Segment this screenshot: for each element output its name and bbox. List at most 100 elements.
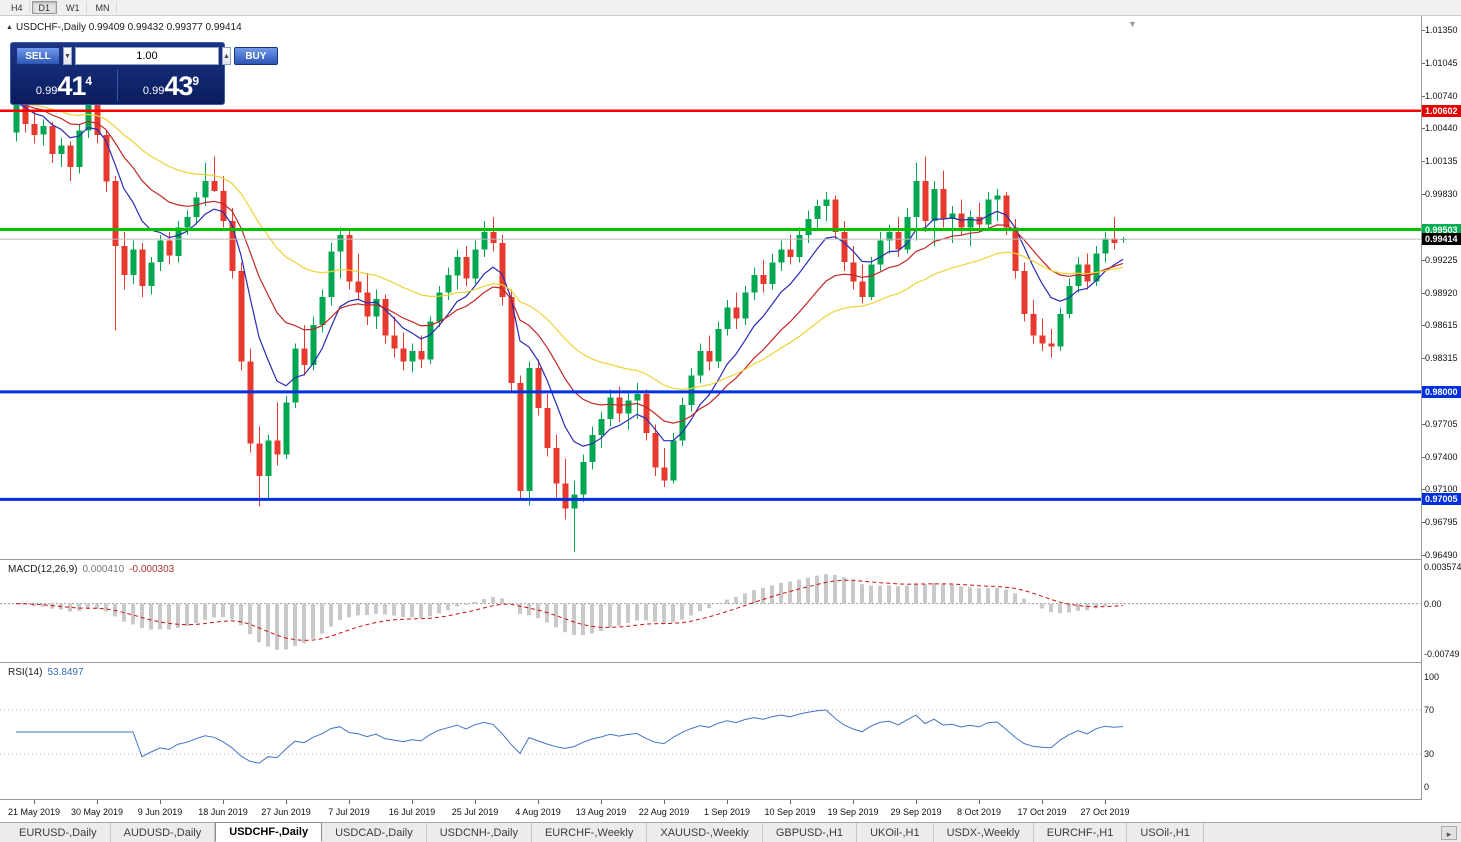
date-label: 18 Jun 2019 <box>198 807 248 817</box>
price-tick-label: 1.01045 <box>1425 57 1458 68</box>
chart-tab-bar: EURUSD-,Daily AUDUSD-,Daily USDCHF-,Daily U… <box>0 822 1461 842</box>
date-tick-mark <box>664 800 665 804</box>
rsi-value: 53.8497 <box>47 667 84 678</box>
pane-separator[interactable] <box>0 799 1461 800</box>
scale-tick-mark <box>1422 423 1425 425</box>
date-label: 4 Aug 2019 <box>515 807 561 817</box>
tab-scroll-right-button[interactable]: ▸ <box>1441 826 1457 840</box>
macd-axis-max: 0.003574 <box>1424 562 1461 572</box>
rsi-name: RSI(14) <box>8 667 43 678</box>
date-tick-mark <box>727 800 728 804</box>
price-tick-label: 0.96795 <box>1425 517 1458 528</box>
price-tick-label: 1.01350 <box>1425 25 1458 35</box>
volume-decrease-button[interactable]: ▼ <box>63 47 72 65</box>
timeframe-toolbar: H4 D1 W1 MN <box>0 0 1461 16</box>
scale-tick-mark <box>1422 555 1425 556</box>
date-label: 16 Jul 2019 <box>388 807 436 817</box>
price-tick-label: 0.97100 <box>1425 484 1458 495</box>
date-label: 1 Sep 2019 <box>703 807 751 817</box>
macd-pane[interactable] <box>0 560 1421 662</box>
scale-tick-mark <box>1422 62 1425 64</box>
date-tick-mark <box>1105 800 1106 804</box>
date-label: 19 Sep 2019 <box>827 807 879 817</box>
main-price-chart[interactable] <box>0 16 1421 559</box>
price-divider <box>117 69 118 101</box>
date-tick-mark <box>538 800 539 804</box>
chart-tab-eurchf-h1[interactable]: EURCHF-,H1 <box>1034 823 1128 842</box>
chart-tab-xauusd-weekly[interactable]: XAUUSD-,Weekly <box>647 823 763 842</box>
price-tick-label: 0.99225 <box>1425 254 1458 265</box>
timeframe-button-w1[interactable]: W1 <box>59 1 87 14</box>
chart-tab-ukoil-h1[interactable]: UKOil-,H1 <box>857 823 934 842</box>
chart-window[interactable]: ▲ USDCHF-,Daily 0.99409 0.99432 0.99377 0… <box>0 16 1461 822</box>
price-tick-label: 1.00135 <box>1425 156 1458 167</box>
pane-separator[interactable] <box>0 559 1461 560</box>
moving-average-8-line <box>15 101 1124 447</box>
price-tick-label: 0.97705 <box>1425 418 1458 429</box>
date-tick-mark <box>34 800 35 804</box>
scale-tick-mark <box>1422 522 1425 524</box>
buy-button[interactable]: BUY <box>233 47 278 65</box>
date-tick-mark <box>412 800 413 804</box>
scale-tick-mark <box>1422 30 1425 31</box>
macd-signal-value: -0.000303 <box>129 564 175 575</box>
sell-button[interactable]: SELL <box>16 47 60 65</box>
scroll-to-end-icon: ▼ <box>1128 19 1137 29</box>
price-scale[interactable]: 0.003574 0.00 -0.00749 100 70 30 0 1.013… <box>1421 16 1461 800</box>
chart-tab-usdx-weekly[interactable]: USDX-,Weekly <box>934 823 1034 842</box>
moving-average-17-line <box>15 101 1124 424</box>
date-tick-mark <box>601 800 602 804</box>
macd-histogram <box>23 574 1125 650</box>
timeframe-button-d1[interactable]: D1 <box>31 1 58 14</box>
price-tick-label: 0.98315 <box>1425 352 1458 363</box>
buy-price-prefix: 0.99 <box>142 85 165 97</box>
date-tick-mark <box>475 800 476 804</box>
date-label: 7 Jul 2019 <box>328 807 370 817</box>
rsi-axis-30: 30 <box>1424 749 1435 759</box>
sell-price[interactable]: 0.99 41 4 <box>11 66 117 104</box>
macd-indicator-label: MACD(12,26,9) 0.000410 -0.000303 <box>8 564 174 575</box>
moving-average-34-line <box>15 101 1124 390</box>
macd-name: MACD(12,26,9) <box>8 564 78 575</box>
chart-tab-usdcad-daily[interactable]: USDCAD-,Daily <box>322 823 427 842</box>
date-label: 29 Sep 2019 <box>890 807 942 817</box>
arrow-right-icon: ▸ <box>1446 829 1452 839</box>
rsi-pane[interactable] <box>0 663 1421 799</box>
rsi-indicator-label: RSI(14) 53.8497 <box>8 667 84 678</box>
volume-input[interactable] <box>74 47 219 65</box>
chart-tab-audusd-daily[interactable]: AUDUSD-,Daily <box>111 823 216 842</box>
chart-tab-usdcnh-daily[interactable]: USDCNH-,Daily <box>427 823 532 842</box>
date-axis[interactable]: 21 May 2019 30 May 2019 9 Jun 2019 18 Jun 2… <box>0 800 1461 822</box>
date-label: 10 Sep 2019 <box>764 807 816 817</box>
macd-axis-zero: 0.00 <box>1424 598 1442 609</box>
chart-tab-eurchf-weekly[interactable]: EURCHF-,Weekly <box>532 823 648 842</box>
date-tick-mark <box>349 800 350 804</box>
timeframe-buttons: H4 D1 W1 MN <box>4 1 117 14</box>
price-tick-label: 0.99830 <box>1425 189 1458 200</box>
price-tick-label: 1.00740 <box>1425 90 1458 101</box>
date-tick-mark <box>1042 800 1043 804</box>
chart-tab-gbpusd-h1[interactable]: GBPUSD-,H1 <box>763 823 858 842</box>
date-tick-mark <box>160 800 161 804</box>
price-tick-label: 0.96490 <box>1425 550 1458 560</box>
pane-separator[interactable] <box>0 662 1461 663</box>
chart-tab-usdchf-daily[interactable]: USDCHF-,Daily <box>215 822 323 842</box>
price-level-badge: 1.00602 <box>1422 104 1461 117</box>
price-level-badge: 0.99503 <box>1422 223 1461 236</box>
timeframe-button-h4[interactable]: H4 <box>4 1 30 14</box>
sell-price-pip: 4 <box>85 74 93 88</box>
buy-price[interactable]: 0.99 43 9 <box>118 66 224 104</box>
macd-axis-min: -0.00749 <box>1424 649 1460 659</box>
price-tick-label: 1.00440 <box>1425 123 1458 134</box>
chart-tab-eurusd-daily[interactable]: EURUSD-,Daily <box>6 823 111 842</box>
chart-tab-usoil-h1[interactable]: USOil-,H1 <box>1127 823 1204 842</box>
date-label: 21 May 2019 <box>7 807 61 817</box>
price-level-badge: 0.99414 <box>1422 233 1461 246</box>
volume-increase-button[interactable]: ▲ <box>221 47 231 65</box>
one-click-trading-panel: SELL ▼ ▲ BUY 0.99 41 4 0.99 43 9 <box>10 42 278 105</box>
date-tick-mark <box>97 800 98 804</box>
date-label: 27 Oct 2019 <box>1080 807 1130 817</box>
timeframe-button-mn[interactable]: MN <box>89 1 117 14</box>
scale-tick-mark <box>1422 489 1425 491</box>
